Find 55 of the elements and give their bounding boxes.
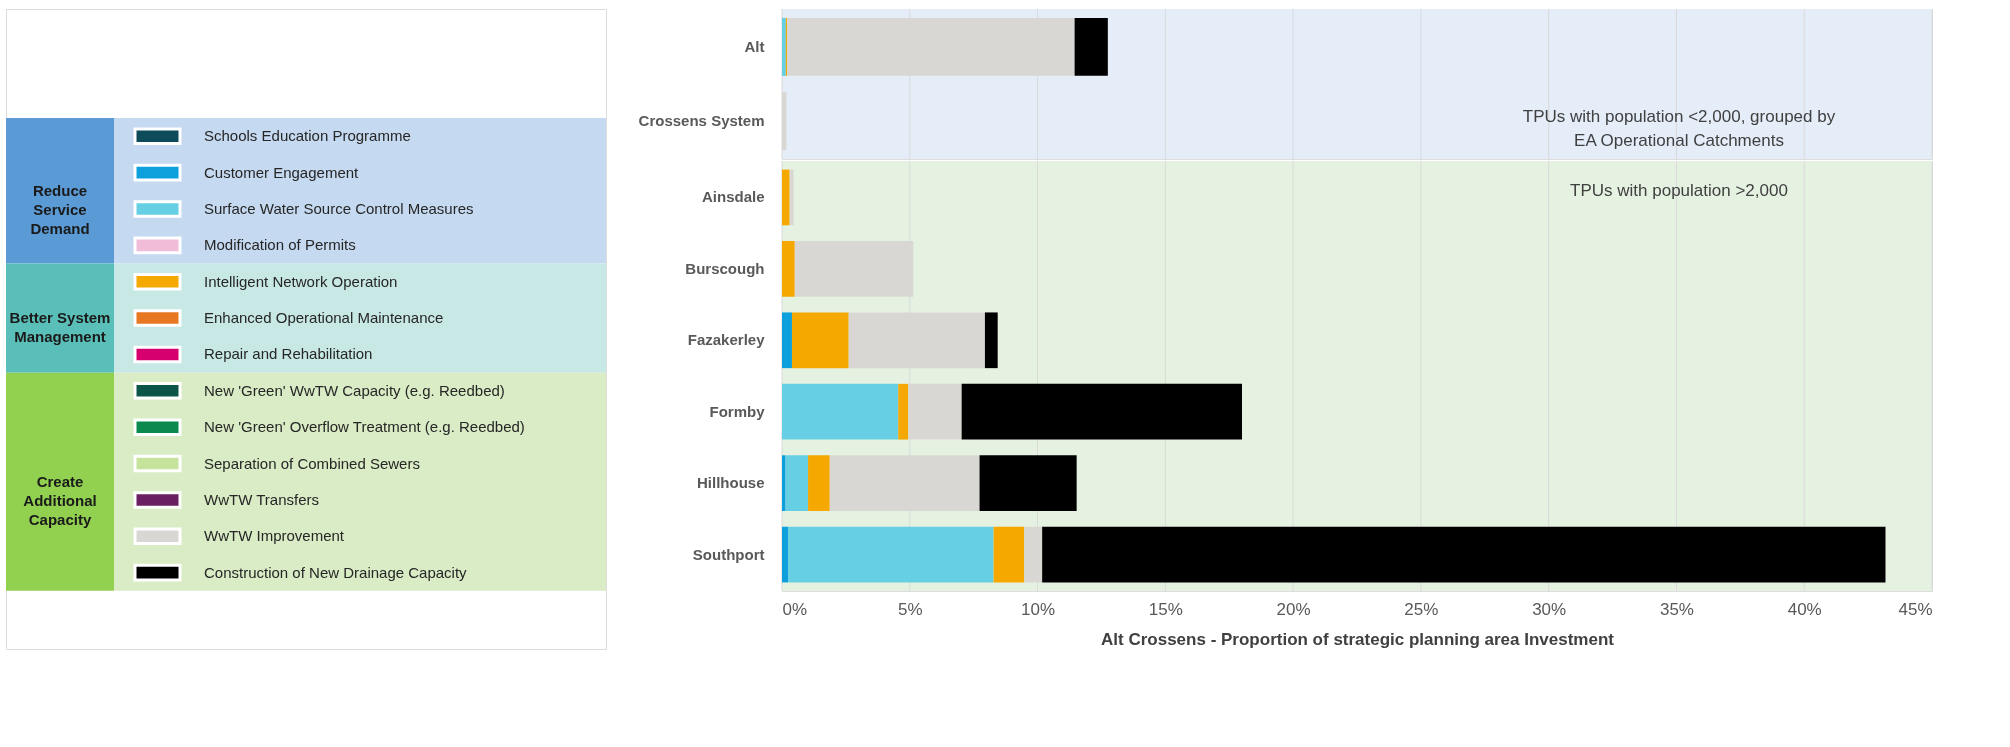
bar (782, 312, 792, 369)
legend-label: Enhanced Operational Maintenance (204, 309, 444, 327)
y-tick-label: Fazakerley (687, 331, 766, 349)
legend-label: Separation of Combined Sewers (204, 454, 420, 472)
x-tick-label: 20% (1276, 599, 1311, 619)
y-tick-label: Hillhouse (696, 474, 765, 492)
band-label: TPUs with population >2,000 (1570, 181, 1788, 200)
legend-label: WwTW Transfers (204, 490, 319, 508)
x-tick-label: 10% (1021, 599, 1056, 619)
x-tick-label: 35% (1659, 599, 1694, 619)
legend-label: Construction of New Drainage Capacity (204, 563, 468, 581)
bar (808, 455, 830, 511)
bar (961, 383, 1242, 440)
x-tick-label: 45% (1898, 599, 1933, 619)
x-tick-label: 30% (1532, 599, 1567, 619)
bar (782, 526, 789, 583)
legend-label: WwTW Improvement (204, 527, 345, 545)
bar (993, 526, 1025, 583)
legend-label: New 'Green' Overflow Treatment (e.g. Reedbed) (204, 418, 525, 436)
y-tick-label: Burscough (685, 259, 765, 277)
y-tick-label: Formby (709, 402, 766, 420)
text: Create Additional Capacity (23, 472, 97, 528)
legend-label: Customer Engagement (204, 163, 360, 181)
x-tick-label: 40% (1787, 599, 1822, 619)
legend-label: Intelligent Network Operation (204, 272, 398, 290)
bar (785, 455, 809, 511)
text: Better System Management (9, 309, 111, 346)
bar (898, 383, 909, 440)
bar (1074, 17, 1108, 76)
bar (782, 455, 786, 511)
bar (782, 241, 795, 297)
band-label: TPUs with population <2,000, grouped by EA Operational Catchments (1522, 107, 1836, 150)
y-tick-label: Southport (692, 545, 765, 563)
bar (782, 169, 790, 226)
text: Reduce Service Demand (30, 181, 90, 237)
y-tick-label: Ainsdale (701, 188, 765, 206)
bar (1042, 526, 1886, 583)
y-tick-label: Crossens System (638, 112, 765, 130)
y-tick-label: Alt (744, 37, 765, 55)
legend-label: New 'Green' WwTW Capacity (e.g. Reedbed) (204, 381, 505, 399)
bar (979, 455, 1077, 511)
x-tick-label: 25% (1404, 599, 1439, 619)
legend-label: Schools Education Programme (204, 127, 411, 145)
bar (984, 312, 998, 369)
x-axis-title: Alt Crossens - Proportion of strategic planning area Investment (1101, 629, 1615, 649)
bar (782, 383, 899, 440)
x-tick-label: 15% (1148, 599, 1183, 619)
bar (788, 526, 994, 583)
bar (789, 169, 794, 226)
x-tick-label: 5% (897, 599, 923, 619)
bar (791, 312, 849, 369)
legend-label: Repair and Rehabilitation (204, 345, 373, 363)
legend-label: Surface Water Source Control Measures (204, 200, 474, 217)
x-tick-label: 0% (782, 599, 808, 619)
legend-label: Modification of Permits (204, 236, 356, 254)
